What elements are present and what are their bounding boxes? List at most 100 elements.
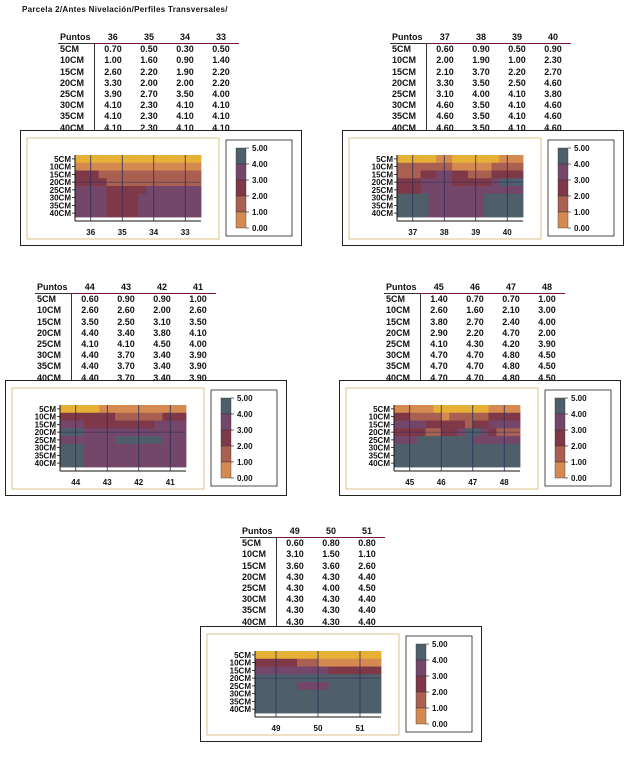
- heat-cell: [433, 412, 442, 421]
- depth-label: 35CM: [240, 605, 277, 617]
- legend-label: 5.00: [574, 144, 590, 153]
- depth-label: 10CM: [390, 55, 427, 67]
- table-row: 5CM 0.60 0.80 0.80: [240, 537, 385, 550]
- heat-cell: [161, 162, 170, 171]
- value-cell: 3.30: [104, 77, 122, 88]
- heat-cell: [146, 436, 155, 445]
- heat-cell: [107, 443, 116, 452]
- heat-cell: [491, 170, 500, 179]
- value-cell: 4.50: [358, 583, 376, 594]
- point-column-header: 39: [499, 32, 535, 45]
- heat-cell: [436, 201, 445, 210]
- value-cell: 4.70: [430, 372, 448, 383]
- legend-swatch: [554, 397, 566, 415]
- value-cell: 4.10: [104, 111, 122, 122]
- point-column-header: 51: [349, 526, 385, 539]
- heat-cell: [467, 155, 477, 164]
- heat-cell: [265, 689, 277, 698]
- heat-cell: [99, 412, 108, 421]
- legend-label: 0.00: [574, 224, 590, 233]
- value-cell: 1.90: [176, 66, 194, 77]
- heat-cell: [491, 162, 500, 171]
- legend-swatch: [415, 675, 427, 693]
- heat-cell: [475, 209, 485, 218]
- heat-cell: [515, 201, 524, 210]
- point-column-header: 35: [131, 32, 167, 45]
- heat-cell: [146, 451, 155, 460]
- heat-cell: [420, 162, 429, 171]
- y-tick-label: 25CM: [35, 436, 57, 445]
- heat-cell: [98, 209, 107, 218]
- heat-cell: [154, 459, 163, 468]
- heat-cell: [449, 459, 458, 468]
- value-cell: 4.50: [538, 361, 556, 372]
- depth-label: 25CM: [58, 89, 95, 101]
- heat-cell: [370, 666, 382, 675]
- heat-cell: [504, 405, 513, 414]
- heat-cell: [515, 193, 524, 202]
- value-cell: 3.50: [472, 122, 490, 133]
- heat-cell: [420, 170, 429, 179]
- table-row: 40CM 4.10 2.30 4.10 4.10: [58, 122, 239, 134]
- heat-cell: [297, 705, 308, 714]
- heat-cell: [452, 186, 461, 195]
- heat-cell: [169, 162, 178, 171]
- heat-cell: [460, 155, 469, 164]
- value-cell: 0.80: [358, 538, 376, 549]
- value-cell: 4.10: [189, 327, 207, 338]
- heat-cell: [339, 705, 350, 714]
- heat-cell: [417, 443, 426, 452]
- values-table: Puntos 37 38 39 40 5CM 0.60 0.90 0.50 0.90 10CM 2.0…: [390, 32, 571, 134]
- heat-cell: [138, 209, 147, 218]
- depth-label: 30CM: [390, 100, 427, 112]
- heat-cell: [404, 155, 414, 164]
- legend-swatch: [557, 195, 569, 213]
- legend-label: 4.00: [252, 160, 268, 169]
- heat-cell: [460, 162, 469, 171]
- legend-label: 3.00: [571, 426, 587, 435]
- value-cell: 3.50: [176, 89, 194, 100]
- heat-cell: [138, 451, 148, 460]
- value-cell: 3.40: [117, 327, 135, 338]
- heat-cell: [75, 436, 85, 445]
- heat-cell: [483, 193, 492, 202]
- profile-panel-1: Puntos 36 35 34 33 5CM 0.70 0.50 0.30 0.50 10CM 1.0…: [20, 32, 302, 277]
- heat-cell: [286, 705, 298, 714]
- heat-cell: [420, 209, 429, 218]
- heat-cell: [507, 186, 516, 195]
- table-row: 15CM 3.50 2.50 3.10 3.50: [35, 316, 216, 328]
- heat-cell: [60, 443, 69, 452]
- heat-cell: [170, 443, 179, 452]
- table-row: 10CM 2.60 1.60 2.10 3.00: [384, 305, 565, 317]
- point-column-header: 50: [313, 526, 349, 539]
- heat-cell: [370, 697, 382, 706]
- y-tick-label: 35CM: [372, 201, 394, 210]
- heat-cell: [507, 209, 516, 218]
- depth-label: 40CM: [390, 122, 427, 134]
- heat-cell: [83, 443, 92, 452]
- heat-cell: [162, 405, 171, 414]
- heat-cell: [106, 186, 115, 195]
- heatmap-chart: 5CM 10CM 15CM 20CM 25CM 30CM 35CM 40CM 45 46 47 48 5…: [339, 380, 621, 496]
- heat-cell: [177, 162, 186, 171]
- y-tick-label: 20CM: [230, 674, 252, 683]
- value-cell: 3.30: [436, 77, 454, 88]
- heat-cell: [67, 436, 77, 445]
- legend-label: 3.00: [432, 672, 448, 681]
- heat-cell: [145, 201, 155, 210]
- value-cell: 4.10: [104, 100, 122, 111]
- heat-cell: [397, 209, 406, 218]
- heat-cell: [130, 436, 140, 445]
- heat-cell: [90, 186, 100, 195]
- heat-cell: [370, 651, 382, 660]
- heat-cell: [169, 170, 178, 179]
- legend-label: 4.00: [432, 656, 448, 665]
- heat-cell: [394, 436, 403, 445]
- heat-cell: [307, 697, 319, 706]
- heat-cell: [436, 193, 445, 202]
- heat-cell: [177, 201, 186, 210]
- value-cell: 2.50: [508, 77, 526, 88]
- heat-cell: [123, 451, 132, 460]
- legend-swatch: [235, 179, 247, 197]
- heat-cell: [496, 459, 505, 468]
